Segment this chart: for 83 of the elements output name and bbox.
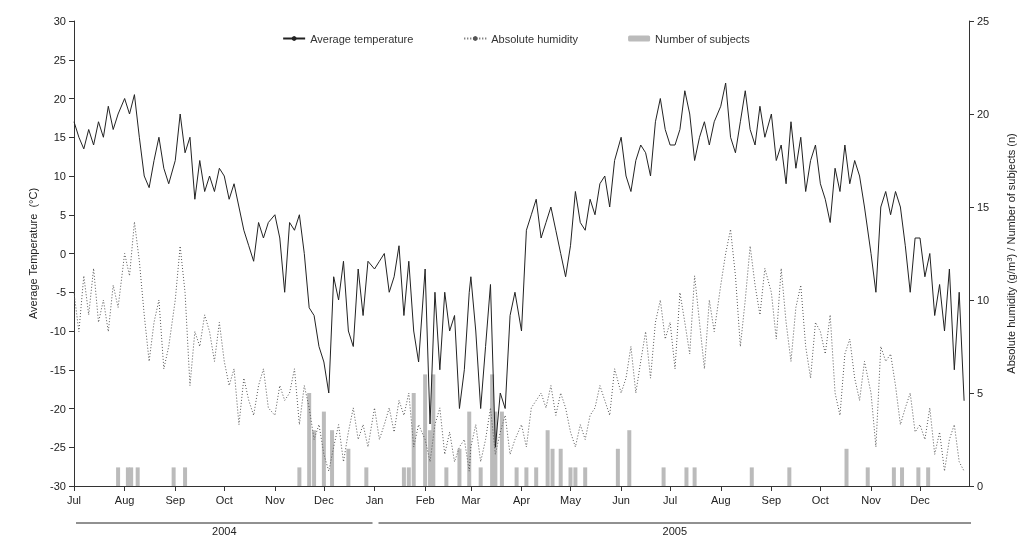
y2-axis-title: Absolute humidity (g/m3) / Number of subjects (n) (1004, 133, 1017, 374)
bar (116, 467, 121, 486)
x-tick-label: Oct (811, 493, 829, 506)
bar (787, 467, 792, 486)
y-tick-label: -5 (56, 286, 66, 299)
bar (844, 448, 849, 486)
bar (478, 467, 483, 486)
x-tick-label: Mar (461, 493, 481, 506)
bar (297, 467, 302, 486)
line-series (73, 82, 965, 448)
bar (749, 467, 754, 486)
x-tick-label: Dec (910, 493, 931, 506)
x-tick-label: Dec (314, 493, 335, 506)
x-tick-label: Aug (114, 493, 135, 506)
x-tick-label: Aug (710, 493, 731, 506)
bar (411, 393, 416, 486)
bar (499, 411, 504, 486)
bar (307, 393, 312, 486)
bar (615, 448, 620, 486)
x-tick-label: Nov (861, 493, 882, 506)
y2-tick-label: 20 (977, 108, 990, 120)
x-tick-label: Sep (165, 493, 186, 506)
y-tick-label: -30 (50, 480, 66, 492)
y2-tick-label: 10 (977, 294, 990, 306)
bar (183, 467, 188, 486)
y-tick-label: 25 (53, 53, 66, 66)
legend-label: Number of subjects (655, 32, 751, 45)
text: 2004 (212, 524, 237, 537)
y-tick-label: -10 (50, 325, 66, 337)
bar (135, 467, 140, 486)
bar (423, 374, 428, 486)
bar (684, 467, 689, 486)
bar (583, 467, 588, 486)
legend-label: Average temperature (310, 32, 414, 45)
y-tick-label: -25 (50, 441, 66, 454)
x-tick-label: Feb (415, 493, 435, 506)
y2-tick-label: 5 (977, 387, 984, 399)
y-tick-label: 30 (53, 15, 66, 27)
bar (865, 467, 870, 486)
bar (534, 467, 539, 486)
bar (661, 467, 666, 486)
y-tick-label: 0 (59, 247, 66, 260)
y-tick-label: 20 (53, 92, 66, 105)
x-tick-label: Oct (215, 493, 233, 506)
bar (129, 467, 134, 486)
y-axis-title: Average Temperature (°C) (26, 187, 39, 320)
bar (444, 467, 449, 486)
text: 2005 (662, 524, 688, 537)
x-tick-label: May (560, 493, 582, 506)
bar (916, 467, 921, 486)
y-tick-label: -20 (50, 402, 66, 415)
y2-tick-label: 25 (977, 15, 990, 27)
bar (627, 430, 632, 486)
y-tick-label: 5 (59, 208, 66, 221)
x-tick-label: Nov (265, 493, 286, 506)
x-tick-label: Jun (612, 493, 630, 506)
bar (330, 430, 335, 486)
bar (457, 448, 462, 486)
y2-tick-label: 15 (977, 201, 990, 213)
bar (171, 467, 176, 486)
bar (900, 467, 905, 486)
bar (346, 448, 351, 486)
bar (467, 411, 472, 486)
bar (364, 467, 369, 486)
y-tick-label: -15 (50, 363, 66, 376)
line-series (73, 221, 965, 472)
x-tick-label: Jan (365, 493, 384, 506)
y2-tick-label: 0 (977, 480, 984, 492)
y-tick-label: 10 (53, 170, 66, 182)
bar (891, 467, 896, 486)
bar (514, 467, 519, 486)
y-tick-label: 15 (53, 131, 66, 144)
x-tick-label: Jul (66, 493, 82, 506)
bar (926, 467, 931, 486)
bar (692, 467, 697, 486)
legend-label: Absolute humidity (491, 32, 579, 45)
x-tick-label: Sep (761, 493, 782, 506)
bar (524, 467, 529, 486)
bar (558, 448, 563, 486)
bar (568, 467, 573, 486)
x-tick-label: Apr (512, 493, 531, 506)
x-tick-label: Jul (663, 493, 678, 506)
bar (321, 411, 326, 486)
